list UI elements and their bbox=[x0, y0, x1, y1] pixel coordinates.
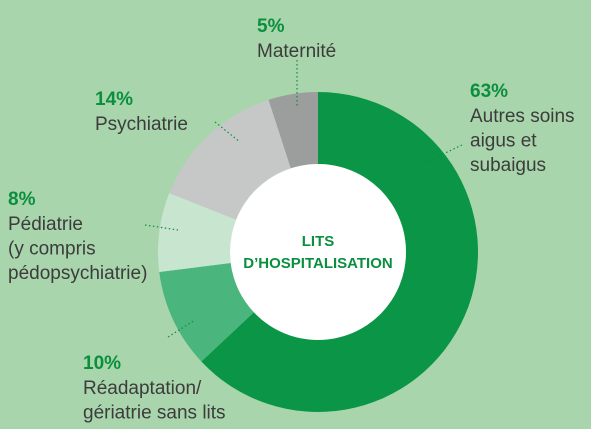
leader-line bbox=[144, 224, 179, 231]
value-label: 63% bbox=[470, 81, 508, 102]
value-label: 5% bbox=[257, 16, 285, 37]
category-label: Réadaptation/ bbox=[83, 378, 202, 399]
category-label: pédopsychiatrie) bbox=[8, 263, 147, 284]
category-label: aigus et bbox=[470, 131, 537, 152]
category-label: subaigus bbox=[470, 155, 546, 176]
leader-line bbox=[167, 319, 196, 338]
center-label: D’HOSPITALISATION bbox=[243, 255, 392, 272]
category-label: Maternité bbox=[257, 41, 336, 62]
donut-segment bbox=[268, 92, 318, 169]
leader-line bbox=[214, 121, 241, 143]
value-label: 10% bbox=[83, 353, 121, 374]
category-label: Psychiatrie bbox=[95, 114, 188, 135]
donut-segment bbox=[159, 263, 254, 362]
donut-hole bbox=[230, 164, 406, 340]
value-label: 14% bbox=[95, 89, 133, 110]
category-label: (y compris bbox=[8, 239, 96, 260]
center-label: LITS bbox=[302, 233, 335, 250]
donut-segment bbox=[169, 99, 291, 220]
value-label: 8% bbox=[8, 189, 36, 210]
donut-segment bbox=[158, 193, 237, 273]
category-label: d’attente de fin de traitement bbox=[83, 427, 325, 429]
category-label: gériatrie sans lits bbox=[83, 403, 226, 424]
donut-segment bbox=[201, 92, 479, 412]
category-label: Pédiatrie bbox=[8, 214, 83, 235]
category-label: Autres soins bbox=[470, 106, 575, 127]
